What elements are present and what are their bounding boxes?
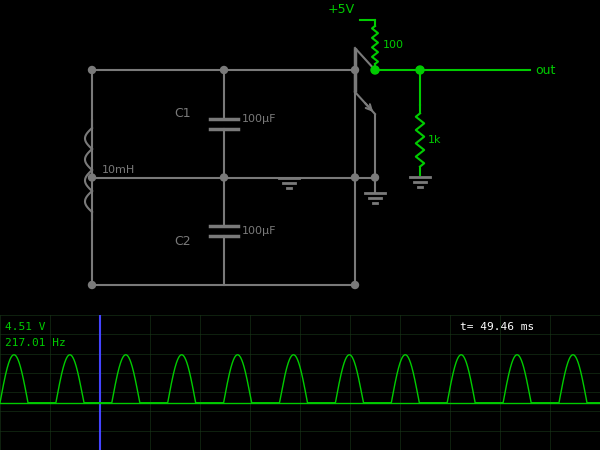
Text: 100μF: 100μF (242, 226, 277, 236)
Text: C1: C1 (174, 107, 191, 120)
Text: 100μF: 100μF (242, 114, 277, 124)
Circle shape (371, 66, 379, 74)
Text: t= 49.46 ms: t= 49.46 ms (460, 323, 534, 333)
Text: 10mH: 10mH (102, 165, 135, 175)
Circle shape (416, 66, 424, 74)
Text: 217.01 Hz: 217.01 Hz (5, 338, 66, 347)
Text: 4.51 V: 4.51 V (5, 323, 46, 333)
Circle shape (89, 174, 95, 181)
Circle shape (221, 67, 227, 73)
Circle shape (89, 282, 95, 288)
Circle shape (371, 174, 379, 181)
Circle shape (352, 282, 359, 288)
Text: 1k: 1k (428, 135, 442, 145)
Text: +5V: +5V (328, 3, 355, 16)
Circle shape (89, 67, 95, 73)
Text: C2: C2 (174, 235, 191, 248)
Circle shape (221, 174, 227, 181)
Circle shape (352, 67, 359, 73)
Circle shape (352, 174, 359, 181)
Text: out: out (535, 63, 556, 76)
Text: 100: 100 (383, 40, 404, 50)
